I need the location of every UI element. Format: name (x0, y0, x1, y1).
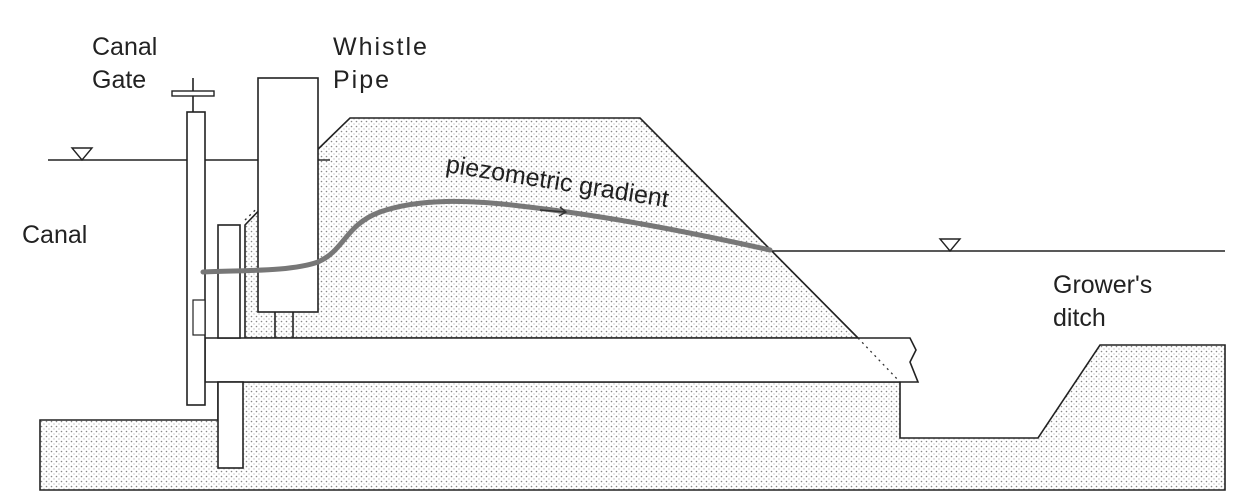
water-marker (938, 238, 962, 253)
canal-gate-label: Canal Gate (92, 33, 164, 94)
gate-block (192, 299, 206, 336)
whistle-stem (274, 312, 294, 338)
pipe-hidden-end (857, 337, 901, 383)
pipe (204, 337, 920, 383)
canal-label: Canal (22, 221, 87, 249)
label-line: Grower's (1053, 271, 1152, 299)
whistle-pipe (257, 77, 319, 313)
label-line: Gate (92, 66, 146, 94)
water-marker (70, 147, 94, 162)
label-line: ditch (1053, 304, 1106, 332)
gate-handle (171, 90, 215, 97)
canal-gate (186, 111, 206, 406)
embankment (244, 117, 860, 339)
whistle-pipe-label: Whistle Pipe (333, 33, 438, 94)
label-line: Pipe (333, 66, 391, 94)
post (217, 381, 244, 469)
label-line: Canal (92, 33, 157, 61)
piezometric-line (200, 198, 773, 275)
growers-ditch-label: Grower's ditch (1053, 271, 1159, 332)
flow-arrow (539, 206, 568, 217)
label-line: Whistle (333, 33, 429, 61)
post (217, 224, 241, 339)
